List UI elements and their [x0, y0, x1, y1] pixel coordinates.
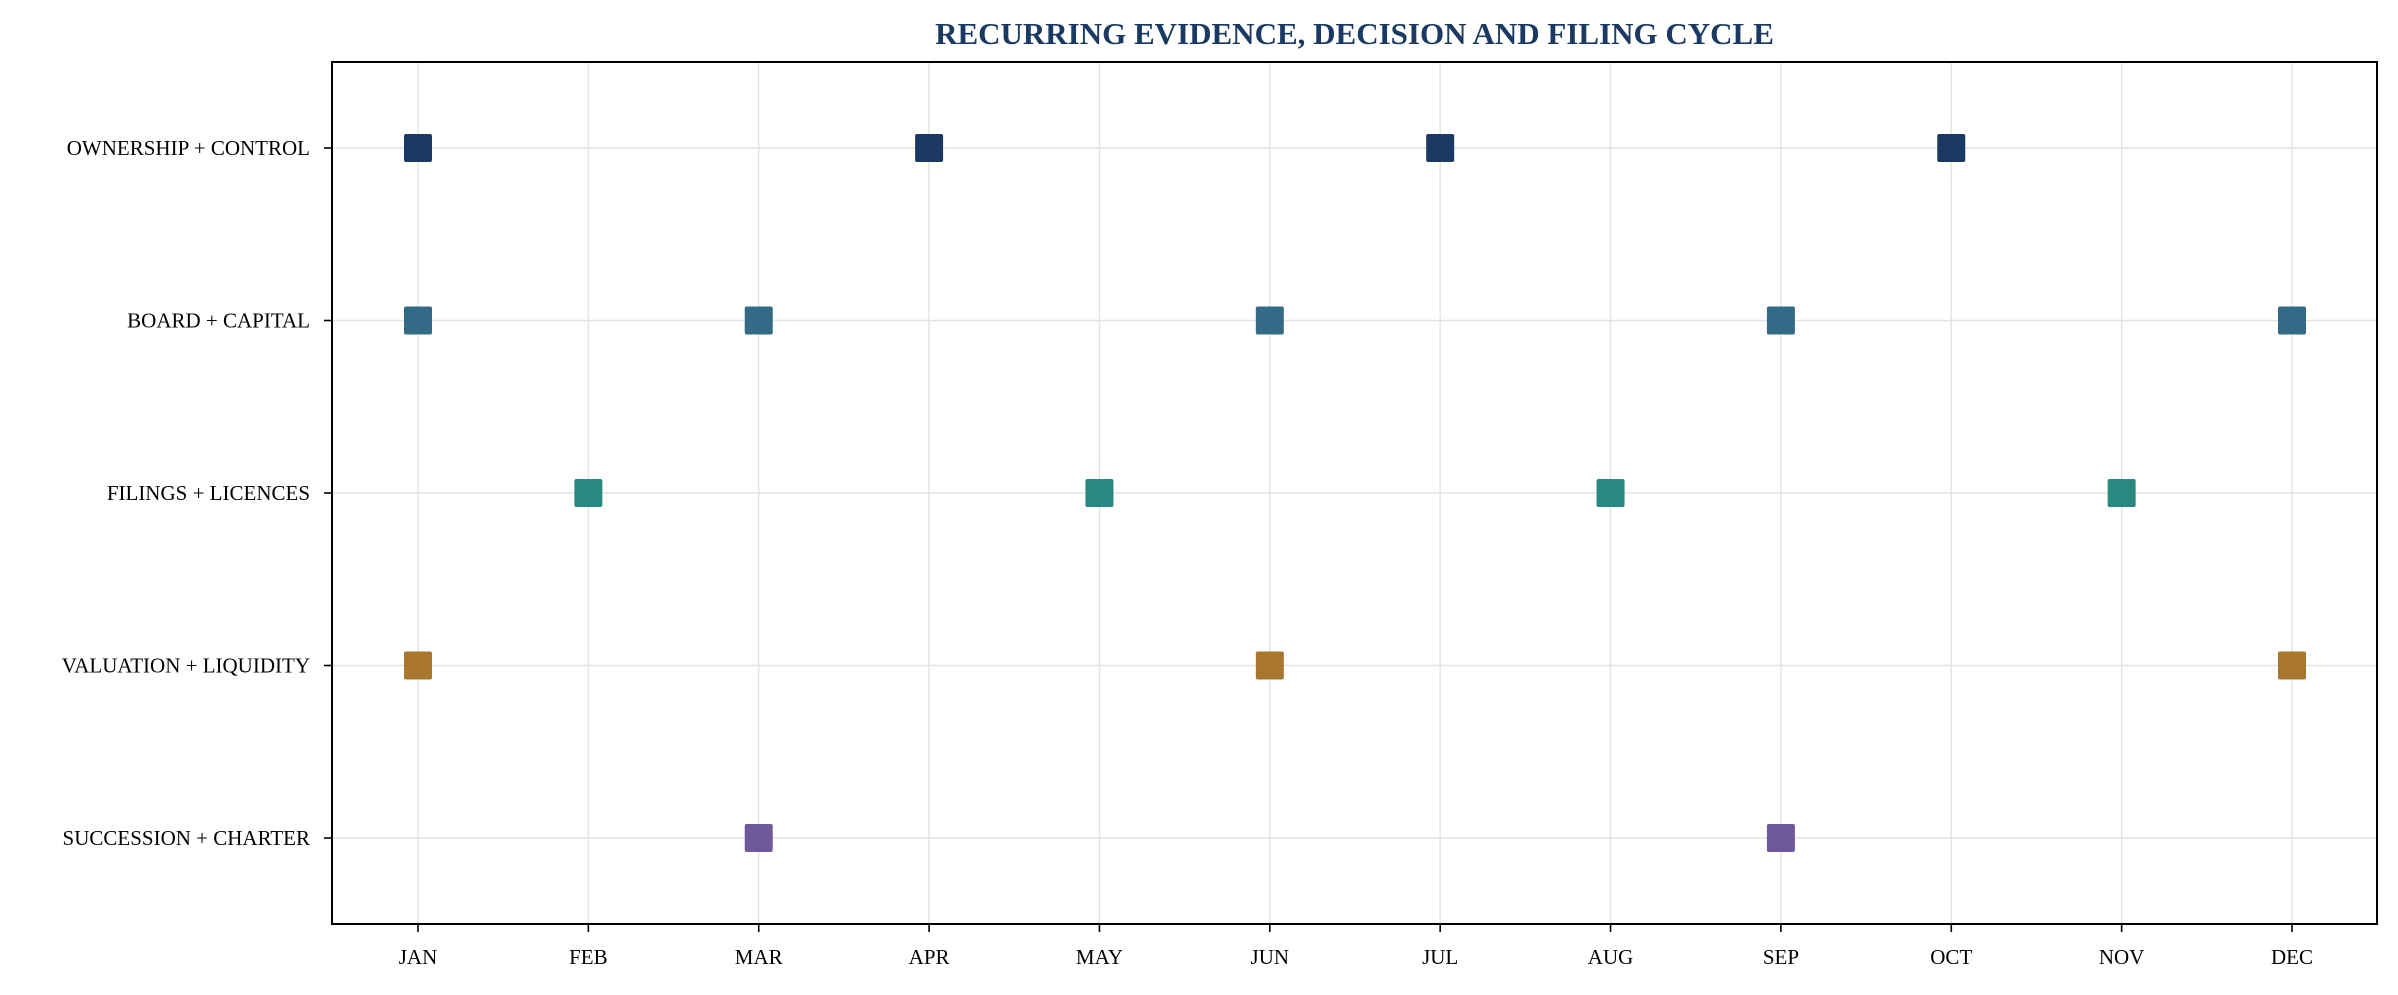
x-tick-label: MAY [1076, 945, 1123, 969]
marker-board-capital-mar [744, 306, 773, 335]
y-tick-label: FILINGS + LICENCES [107, 481, 310, 505]
y-tick-label: OWNERSHIP + CONTROL [67, 136, 310, 160]
marker-ownership-control-jan [404, 134, 432, 162]
marker-valuation-liquidity-dec [2278, 651, 2306, 680]
x-tick-label: NOV [2099, 945, 2145, 969]
x-tick-label: OCT [1930, 945, 1972, 969]
marker-succession-charter-sep [1766, 824, 1795, 852]
x-tick-label: AUG [1588, 945, 1634, 969]
marker-board-capital-jan [404, 306, 432, 335]
axis-layer: JAN FEB MAR APR MAY JUN JUL AUG SEP OCT NOV DEC OWNE… [62, 136, 2313, 969]
y-tick-label: BOARD + CAPITAL [127, 309, 310, 333]
marker-filings-licences-feb [574, 479, 603, 507]
x-tick-label: SEP [1763, 945, 1799, 969]
chart-title: RECURRING EVIDENCE, DECISION AND FILING … [935, 16, 1774, 51]
marker-board-capital-dec [2278, 306, 2306, 335]
x-tick-label: JUL [1422, 945, 1458, 969]
marker-filings-licences-nov [2107, 479, 2136, 507]
x-tick-label: DEC [2271, 945, 2313, 969]
marker-board-capital-sep [1766, 306, 1795, 335]
x-tick-label: JAN [399, 945, 438, 969]
x-tick-label: APR [909, 945, 950, 969]
marker-ownership-control-jul [1426, 134, 1455, 162]
marker-valuation-liquidity-jan [404, 651, 432, 680]
marker-ownership-control-oct [1937, 134, 1966, 162]
marker-ownership-control-apr [915, 134, 944, 162]
x-tick-label: FEB [569, 945, 608, 969]
marker-valuation-liquidity-jun [1255, 651, 1284, 680]
grid-layer [332, 62, 2377, 924]
x-tick-label: JUN [1251, 945, 1290, 969]
marker-board-capital-jun [1255, 306, 1284, 335]
x-tick-label: MAR [735, 945, 783, 969]
marker-filings-licences-aug [1596, 479, 1625, 507]
y-tick-label: SUCCESSION + CHARTER [63, 826, 310, 850]
y-tick-label: VALUATION + LIQUIDITY [62, 654, 310, 678]
marker-filings-licences-may [1085, 479, 1114, 507]
marker-layer [404, 134, 2306, 852]
marker-succession-charter-mar [744, 824, 773, 852]
